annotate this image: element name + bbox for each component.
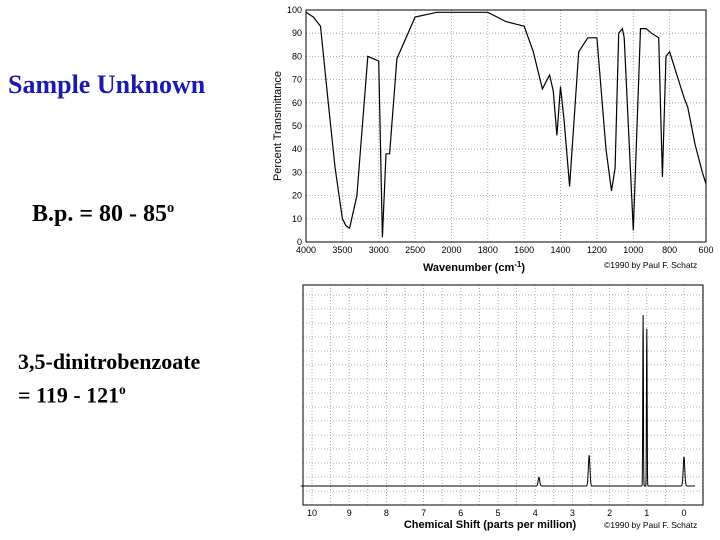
ir-x-tick-label: 3000: [369, 245, 389, 255]
ir-y-tick-label: 40: [292, 144, 302, 154]
nmr-x-tick-label: 10: [307, 508, 317, 518]
boiling-point-text: B.p. = 80 - 85o: [32, 200, 174, 228]
derivative-mp: = 119 - 121o: [18, 376, 200, 409]
ir-x-axis-label: Wavenumber (cm-1): [423, 260, 525, 274]
nmr-x-tick-label: 4: [533, 508, 538, 518]
ir-y-tick-label: 50: [292, 121, 302, 131]
boiling-point-value: B.p. = 80 - 85: [32, 201, 168, 227]
derivative-mp-value: = 119 - 121: [18, 382, 120, 408]
nmr-spectrum-line: [300, 314, 695, 487]
nmr-x-tick-label: 1: [644, 508, 649, 518]
ir-y-tick-label: 100: [287, 5, 302, 15]
ir-x-tick-label: 1200: [587, 245, 607, 255]
nmr-x-tick-label: 0: [681, 508, 686, 518]
ir-y-tick-label: 70: [292, 75, 302, 85]
ir-y-tick-label: 80: [292, 51, 302, 61]
ir-x-tick-label: 1600: [514, 245, 534, 255]
ir-x-tick-label: 2500: [405, 245, 425, 255]
ir-y-tick-label: 90: [292, 28, 302, 38]
ir-x-tick-label: 1400: [551, 245, 571, 255]
ir-y-tick-label: 30: [292, 167, 302, 177]
ir-y-tick-label: 20: [292, 191, 302, 201]
nmr-credit: ©1990 by Paul F. Schatz: [604, 520, 697, 530]
degree-symbol: o: [119, 382, 126, 397]
nmr-x-tick-label: 3: [570, 508, 575, 518]
ir-spectrum-chart: 0 10 20 30 40 50 60 70 80 90 100 4000 3500 3000 2500 2…: [272, 5, 714, 274]
ir-x-tick-label: 3500: [332, 245, 352, 255]
ir-spectrum-line: [305, 11, 707, 238]
nmr-plot-frame: [302, 284, 704, 506]
ir-y-tick-label: 60: [292, 98, 302, 108]
ir-x-tick-label: 1800: [478, 245, 498, 255]
nmr-x-tick-label: 9: [347, 508, 352, 518]
nmr-x-tick-label: 7: [421, 508, 426, 518]
ir-credit: ©1990 by Paul F. Schatz: [604, 260, 697, 270]
ir-y-axis-label: Percent Transmittance: [272, 71, 284, 181]
ir-y-tick-label: 0: [297, 237, 302, 247]
derivative-name: 3,5-dinitrobenzoate: [18, 349, 201, 374]
ir-x-tick-label: 4000: [296, 245, 316, 255]
nmr-x-tick-label: 6: [458, 508, 463, 518]
nmr-x-tick-label: 8: [384, 508, 389, 518]
slide-title: Sample Unknown: [8, 70, 206, 99]
nmr-x-tick-label: 2: [607, 508, 612, 518]
nmr-x-tick-label: 5: [495, 508, 500, 518]
ir-plot-frame: [305, 9, 707, 243]
ir-x-tick-label: 2000: [441, 245, 461, 255]
ir-y-tick-label: 10: [292, 214, 302, 224]
degree-symbol: o: [167, 200, 175, 216]
derivative-text: 3,5-dinitrobenzoate = 119 - 121o: [18, 348, 200, 409]
nmr-x-axis-label: Chemical Shift (parts per million): [404, 519, 577, 531]
ir-x-tick-label: 800: [662, 245, 677, 255]
ir-x-tick-label: 600: [698, 245, 713, 255]
ir-x-tick-label: 1000: [623, 245, 643, 255]
